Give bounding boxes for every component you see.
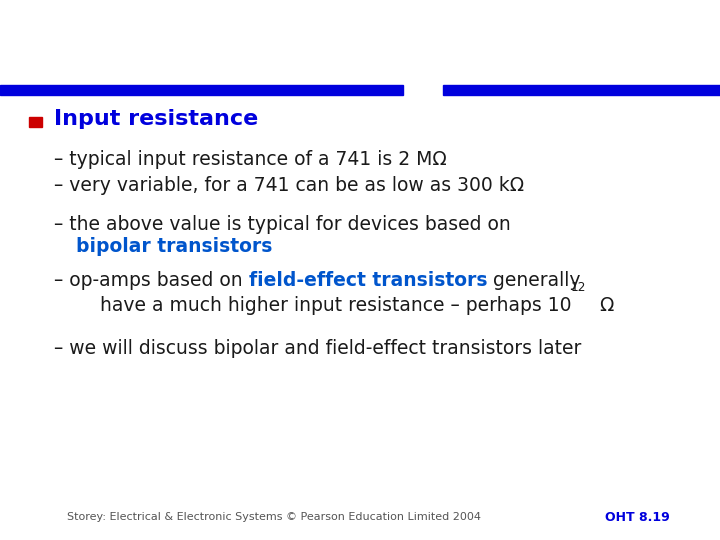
- Text: – very variable, for a 741 can be as low as 300 kΩ: – very variable, for a 741 can be as low…: [54, 176, 524, 195]
- Bar: [29, 117, 42, 127]
- Text: field-effect transistors: field-effect transistors: [248, 271, 487, 291]
- Text: bipolar transistors: bipolar transistors: [76, 237, 272, 256]
- Text: have a much higher input resistance – perhaps 10: have a much higher input resistance – pe…: [76, 295, 571, 315]
- Text: – op-amps based on: – op-amps based on: [54, 271, 248, 291]
- Text: Ω: Ω: [594, 295, 614, 315]
- Bar: [0, 85, 403, 94]
- Text: – we will discuss bipolar and field-effect transistors later: – we will discuss bipolar and field-effe…: [54, 339, 581, 358]
- Text: – the above value is typical for devices based on: – the above value is typical for devices…: [54, 214, 510, 234]
- Bar: [443, 85, 720, 94]
- Text: generally: generally: [487, 271, 580, 291]
- Text: OHT 8.19: OHT 8.19: [605, 511, 670, 524]
- Text: Input resistance: Input resistance: [54, 109, 258, 130]
- Text: 12: 12: [571, 281, 587, 294]
- Text: – typical input resistance of a 741 is 2 MΩ: – typical input resistance of a 741 is 2…: [54, 150, 446, 169]
- Text: Storey: Electrical & Electronic Systems © Pearson Education Limited 2004: Storey: Electrical & Electronic Systems …: [67, 512, 481, 522]
